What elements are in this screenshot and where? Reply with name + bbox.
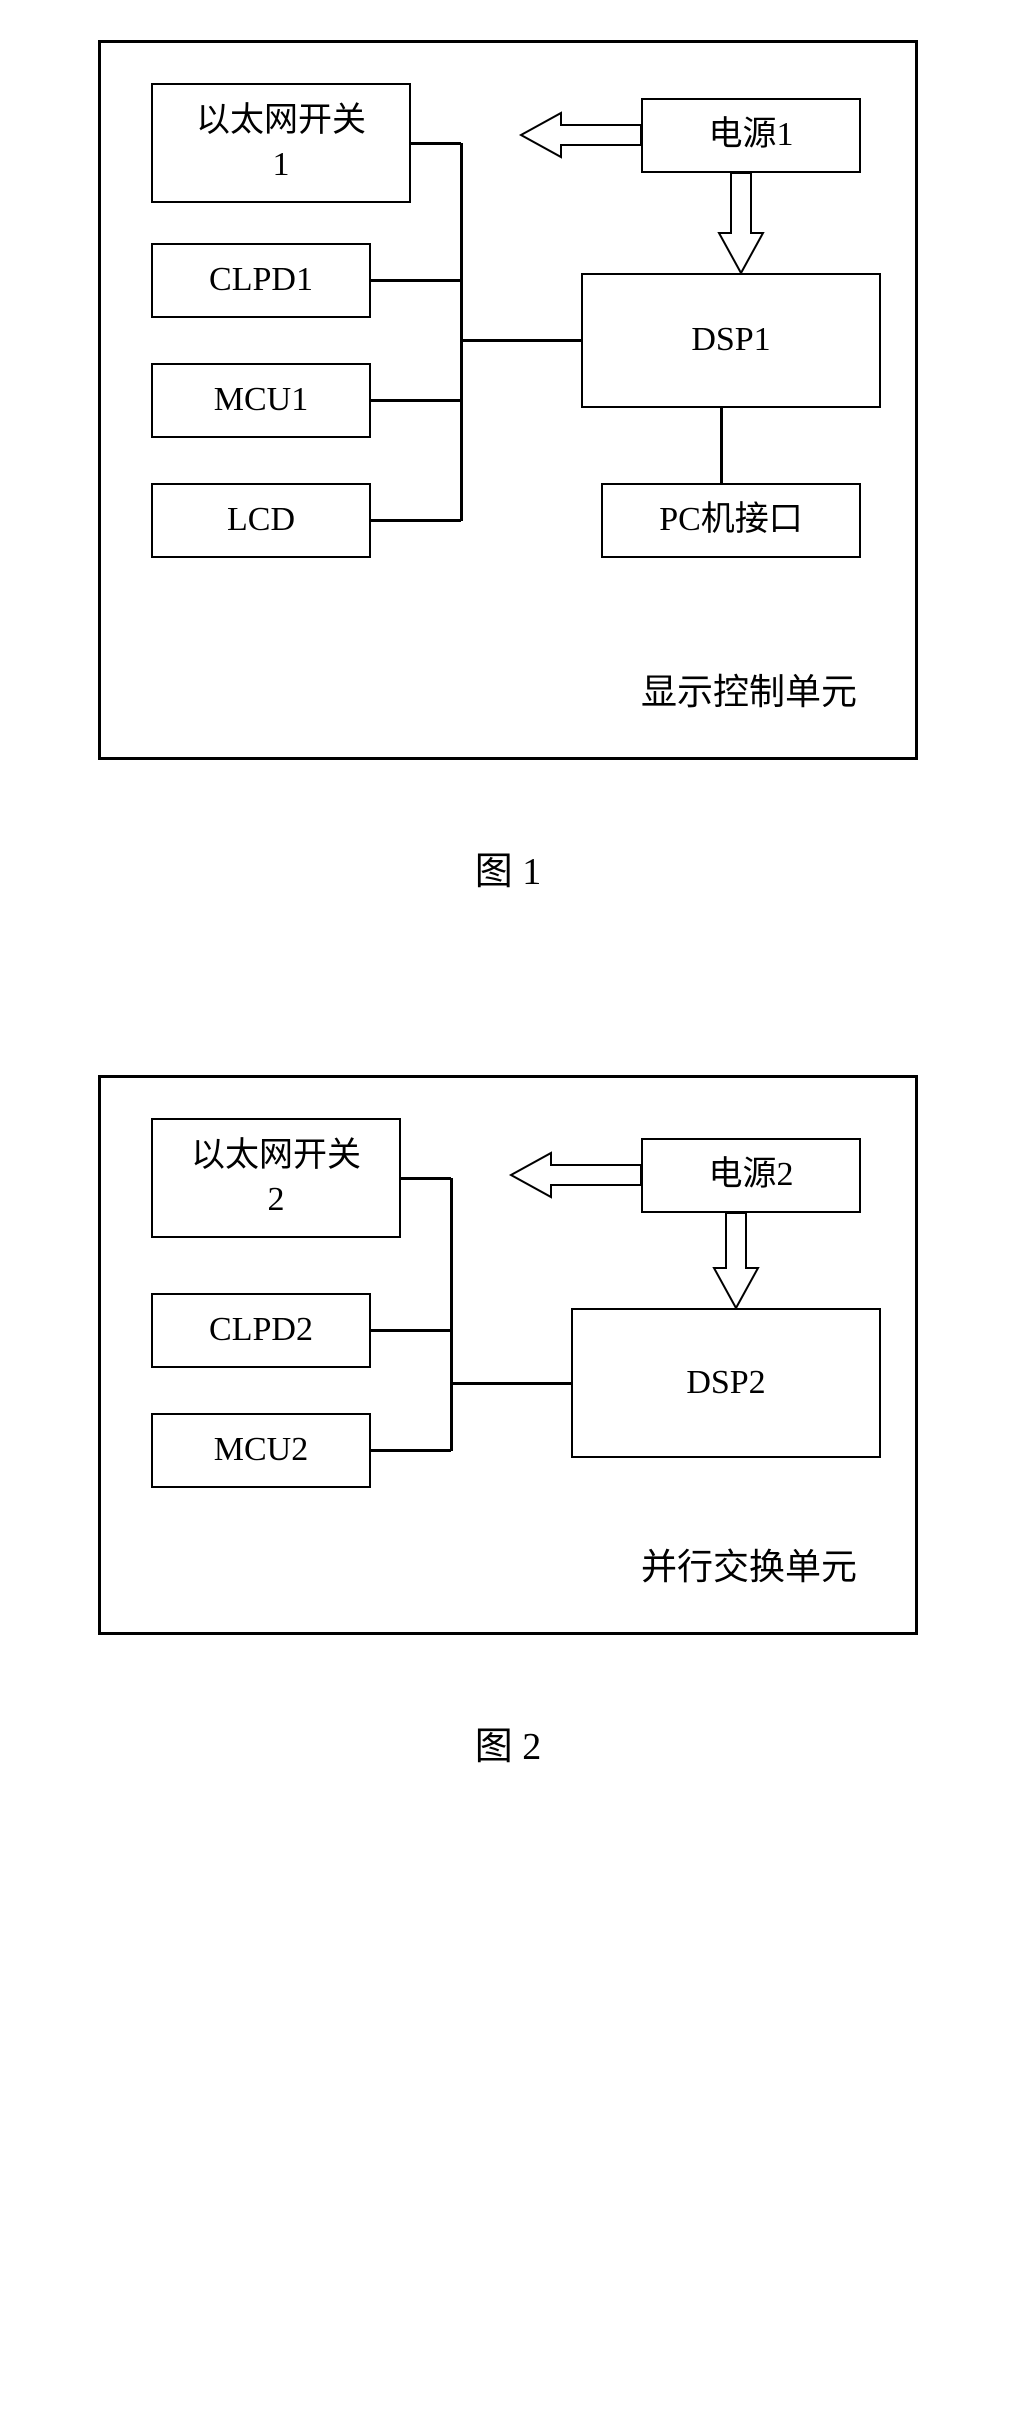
display-control-unit-label: 显示控制单元: [641, 663, 857, 715]
figure-2-caption: 图 2: [475, 1715, 542, 1770]
dsp2-box: DSP2: [571, 1308, 881, 1458]
mcu1-box: MCU1: [151, 363, 371, 438]
stub-clpd: [371, 279, 461, 282]
stub-dsp: [451, 1382, 571, 1385]
clpd2-label: CLPD2: [209, 1308, 313, 1352]
dsp1-label: DSP1: [691, 318, 770, 362]
parallel-exchange-unit-diagram: 以太网开关2 CLPD2 MCU2 电源2 DSP2 并行交换单元: [98, 1075, 918, 1635]
parallel-exchange-unit-label: 并行交换单元: [641, 1538, 857, 1590]
figure-2: 以太网开关2 CLPD2 MCU2 电源2 DSP2 并行交换单元 图 2: [40, 1075, 976, 1770]
lcd-box: LCD: [151, 483, 371, 558]
mcu2-box: MCU2: [151, 1413, 371, 1488]
mcu1-label: MCU1: [214, 378, 308, 422]
dsp2-label: DSP2: [686, 1361, 765, 1405]
power-to-dsp-arrow-icon: [101, 43, 768, 278]
display-control-unit-diagram: 以太网开关1 CLPD1 MCU1 LCD 电源1 DSP1 PC机接口 显示控…: [98, 40, 918, 760]
pc-interface-box: PC机接口: [601, 483, 861, 558]
stub-mcu: [371, 399, 461, 402]
pc-interface-label: PC机接口: [659, 498, 803, 542]
figure-1: 以太网开关1 CLPD1 MCU1 LCD 电源1 DSP1 PC机接口 显示控…: [40, 40, 976, 895]
mcu2-label: MCU2: [214, 1428, 308, 1472]
stub-dsp: [461, 339, 581, 342]
dsp1-box: DSP1: [581, 273, 881, 408]
power-to-dsp-arrow-icon: [101, 1078, 763, 1313]
dsp-pc-line: [720, 408, 723, 483]
stub-clpd: [371, 1329, 451, 1332]
stub-lcd: [371, 519, 461, 522]
figure-1-caption: 图 1: [475, 840, 542, 895]
stub-mcu: [371, 1449, 451, 1452]
lcd-label: LCD: [227, 498, 295, 542]
